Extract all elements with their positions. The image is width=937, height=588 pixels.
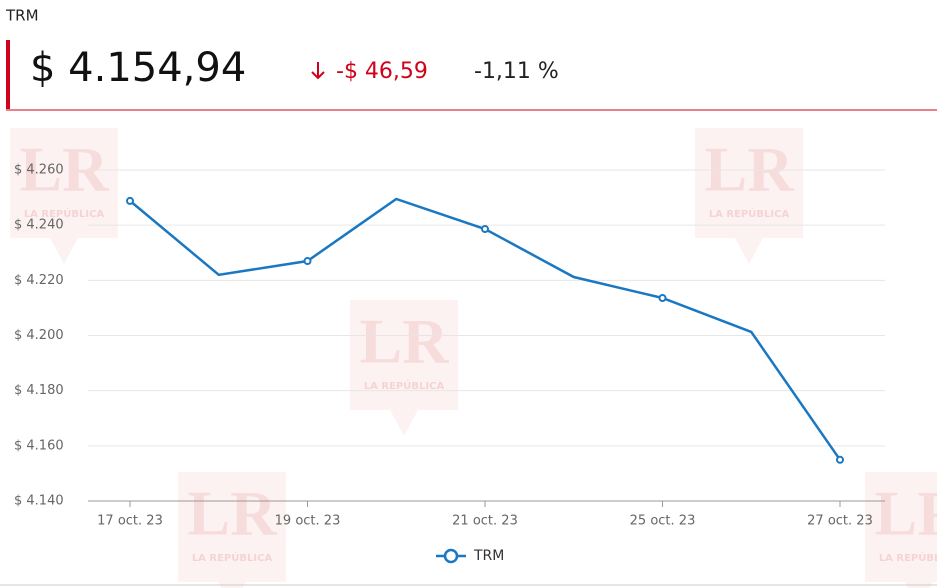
change: -$ 46,59 [336, 59, 428, 84]
watermark-name: LA REPÚBLICA [879, 551, 937, 564]
y-tick-label: $ 4.220 [14, 273, 64, 288]
x-tick-label: 25 oct. 23 [630, 514, 696, 529]
watermarks: LR LA REPÚBLICA LR LA REPÚBLICA LR LA REPÚBLI… [10, 128, 937, 588]
series-line [129, 197, 842, 461]
watermark-shape [695, 128, 803, 264]
watermark-name: LA REPÚBLICA [364, 379, 445, 392]
header-label: TRM [5, 7, 39, 25]
watermark-name: LA REPÚBLICA [24, 207, 105, 220]
y-tick-label: $ 4.200 [14, 328, 64, 343]
y-tick-label: $ 4.180 [14, 383, 64, 398]
x-tick-label: 19 oct. 23 [275, 514, 341, 529]
legend-marker [443, 548, 459, 564]
watermark-logo: LR [20, 134, 110, 205]
watermark-shape [10, 128, 118, 264]
percent: -1,11 % [474, 59, 559, 84]
watermark-logo: LR [188, 478, 278, 549]
watermark-name: LA REPÚBLICA [709, 207, 790, 220]
watermark-name: LA REPÚBLICA [192, 551, 273, 564]
y-tick-label: $ 4.140 [14, 494, 64, 509]
x-tick-label: 21 oct. 23 [452, 514, 518, 529]
watermark-shape [350, 300, 458, 436]
watermark-logo: LR [875, 478, 937, 549]
price: $ 4.154,94 [30, 45, 246, 91]
point-marker [303, 257, 312, 266]
point-marker [481, 225, 489, 234]
down-arrow [311, 62, 325, 80]
x-tick-label: 17 oct. 23 [97, 514, 163, 529]
legend-label: TRM [473, 548, 504, 564]
y-tick-label: $ 4.240 [14, 218, 64, 233]
x-tick-label: 27 oct. 23 [807, 514, 873, 529]
point-marker [126, 196, 134, 205]
y-tick-label: $ 4.260 [14, 163, 64, 178]
watermark-logo: LR [360, 306, 450, 377]
point-marker [836, 455, 844, 464]
point-marker [658, 293, 667, 302]
y-tick-label: $ 4.160 [14, 438, 64, 453]
accent-bar [6, 40, 10, 109]
watermark-logo: LR [705, 134, 795, 205]
